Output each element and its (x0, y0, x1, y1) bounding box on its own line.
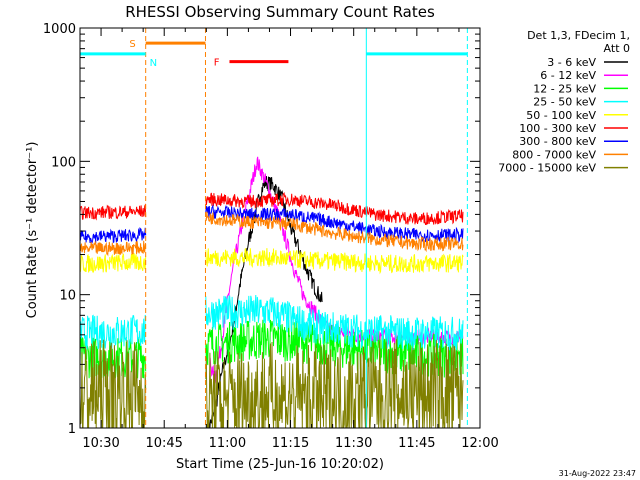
timestamp: 31-Aug-2022 23:47 (559, 469, 636, 478)
chart-title: RHESSI Observing Summary Count Rates (125, 3, 435, 21)
y-axis-label: Count Rate (s⁻¹ detector⁻¹) (25, 142, 40, 319)
x-tick-label-7: 12:00 (461, 436, 498, 451)
series-line-7 (80, 203, 464, 244)
axis-layer: 10:30 10:45 11:00 11:15 11:30 11:45 12:00 1 10 10… (43, 22, 499, 451)
legend-label-8: 800 - 7000 keV (512, 148, 596, 161)
legend-label-7: 300 - 800 keV (519, 135, 596, 148)
legend-label-6: 100 - 300 keV (519, 122, 596, 135)
legend-label-1: 3 - 6 keV (547, 56, 596, 69)
series-line-4 (80, 294, 464, 351)
annotation-layer: S N F (80, 39, 468, 69)
y-tick-label-1: 1 (68, 422, 76, 437)
legend-label-2: 6 - 12 keV (540, 69, 596, 82)
y-tick-label-4: 1000 (43, 22, 76, 37)
legend-label-4: 25 - 50 keV (533, 96, 596, 109)
y-tick-label-3: 100 (51, 155, 76, 170)
series-line-6 (80, 192, 464, 226)
plot-frame (79, 27, 481, 429)
series-layer (80, 156, 464, 428)
annotation-label-f: F (214, 58, 220, 69)
y-tick-label-2: 10 (59, 289, 76, 304)
series-line-8 (80, 211, 464, 257)
x-tick-label-1: 10:30 (82, 436, 119, 451)
x-tick-label-4: 11:15 (272, 436, 309, 451)
legend-header-1: Det 1,3, FDecim 1, (527, 29, 630, 42)
series-line-9 (80, 339, 464, 428)
annotation-label-s: S (129, 39, 135, 50)
x-tick-label-3: 11:00 (209, 436, 246, 451)
legend-label-9: 7000 - 15000 keV (498, 162, 596, 175)
series-line-5 (80, 247, 464, 275)
legend-label-3: 12 - 25 keV (533, 82, 596, 95)
x-axis-label: Start Time (25-Jun-16 10:20:02) (176, 457, 384, 472)
legend-header-2: Att 0 (604, 42, 630, 55)
annotation-label-n: N (150, 58, 157, 69)
legend-label-5: 50 - 100 keV (526, 109, 596, 122)
x-tick-label-6: 11:45 (398, 436, 435, 451)
x-tick-label-2: 10:45 (145, 436, 182, 451)
x-tick-label-5: 11:30 (335, 436, 372, 451)
